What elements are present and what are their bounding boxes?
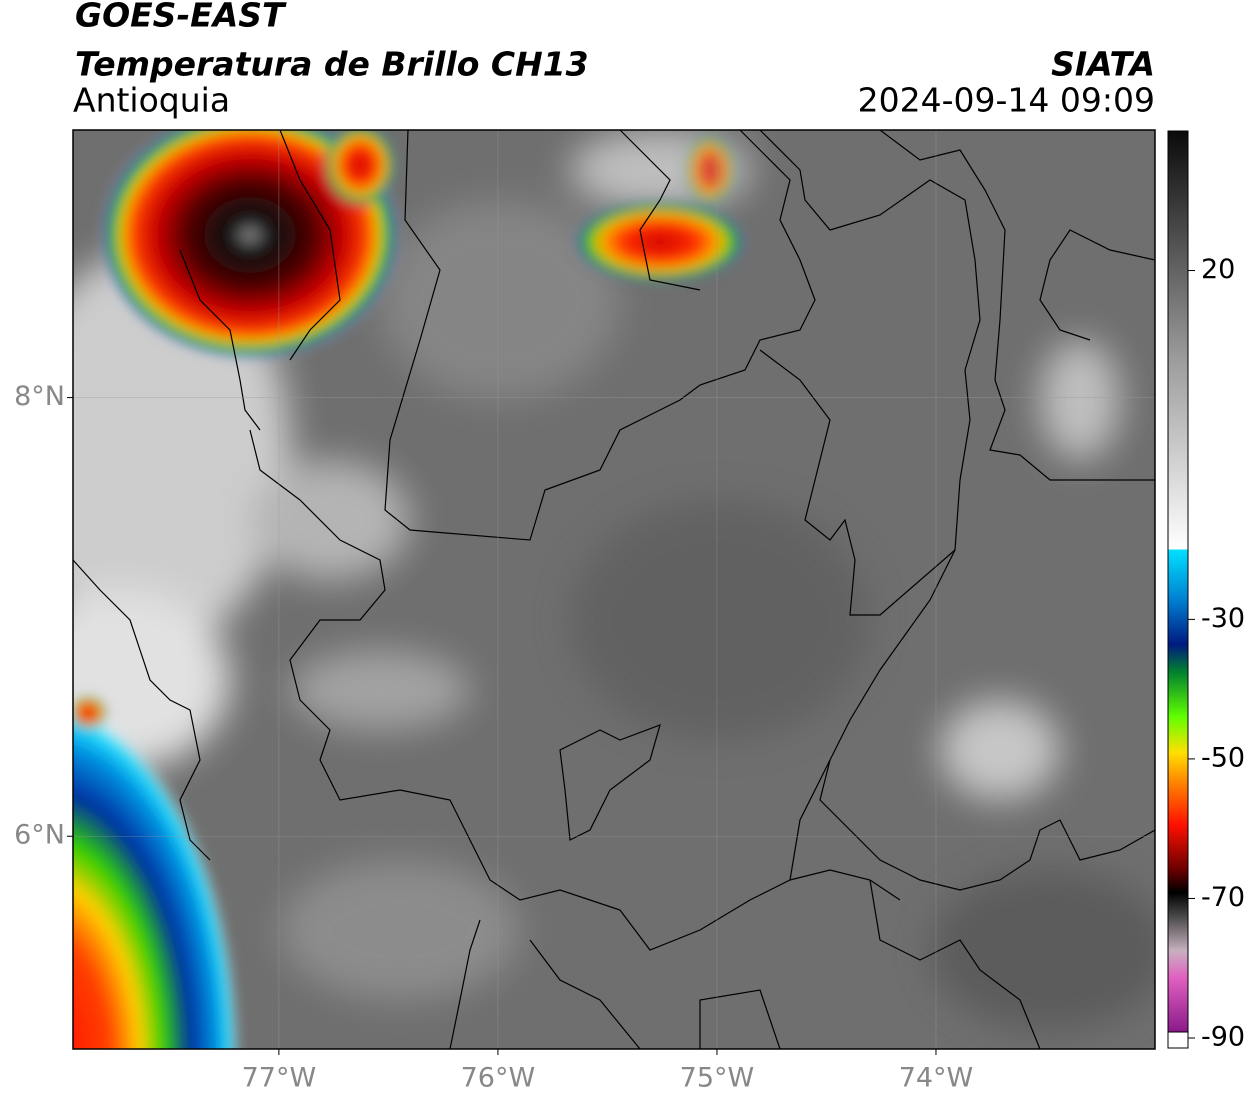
x-tick-label: 76°W — [461, 1063, 536, 1094]
y-tick-label: 6°N — [14, 820, 65, 851]
map-image — [73, 130, 1155, 1049]
x-tick-label: 75°W — [680, 1063, 755, 1094]
colorbar-tick-label: -30 — [1201, 603, 1245, 634]
map-axes: 77°W 76°W 75°W 74°W 8°N 6°N — [14, 130, 1155, 1094]
colorbar-extension — [1167, 1031, 1189, 1049]
x-tick-label: 74°W — [899, 1063, 974, 1094]
colorbar-tick-label: -90 — [1201, 1022, 1245, 1053]
map-frame — [72, 129, 1156, 1050]
source: SIATA — [1051, 45, 1155, 84]
colorbar — [1167, 130, 1189, 1033]
datetime: 2024-09-14 09:09 — [858, 81, 1155, 120]
colorbar-tick-label: -70 — [1201, 882, 1245, 913]
subtitle: Temperatura de Brillo CH13 — [75, 45, 589, 84]
colorbar-tick-label: -50 — [1201, 742, 1245, 773]
x-tick-label: 77°W — [242, 1063, 317, 1094]
region: Antioquia — [73, 81, 230, 120]
colorbar-tick-label: 20 — [1201, 254, 1235, 285]
title: GOES-EAST — [75, 0, 287, 35]
y-tick-label: 8°N — [14, 381, 65, 412]
